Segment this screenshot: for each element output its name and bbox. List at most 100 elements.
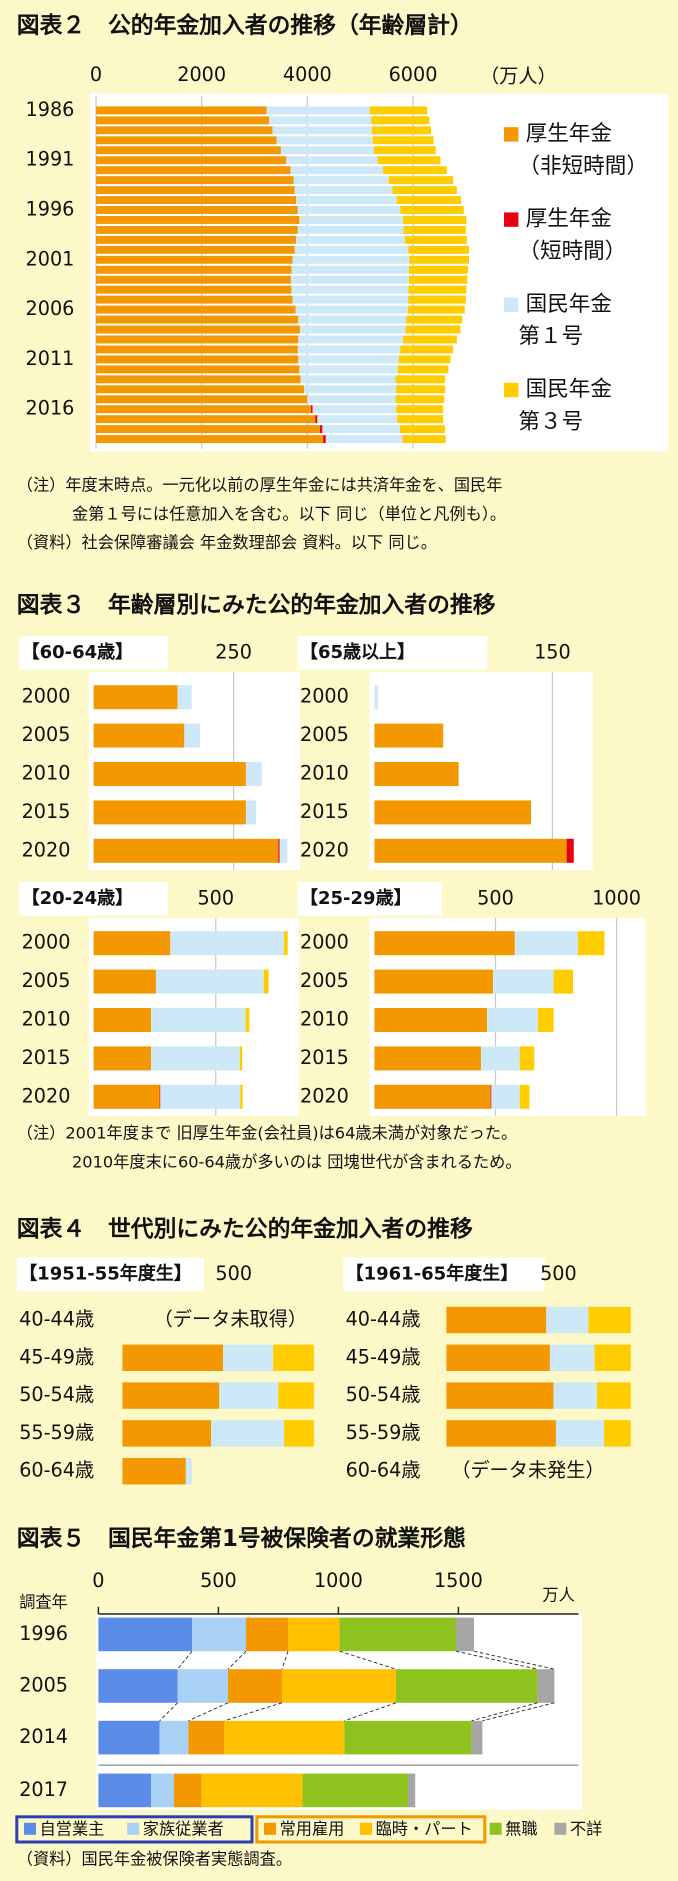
bar-segment [323, 435, 326, 444]
bar-segment [398, 355, 451, 364]
x-tick-label: 1500 [434, 1569, 483, 1592]
bar-segment [402, 435, 446, 444]
axis-title: 調査年 [19, 1593, 68, 1612]
category-label: 45-49歳 [346, 1345, 421, 1368]
bar-segment [374, 838, 567, 863]
bar-segment [96, 216, 300, 224]
bar-segment [397, 415, 444, 424]
category-label: 2000 [300, 685, 349, 708]
category-label: 2010 [300, 762, 349, 785]
x-tick-label: 6000 [389, 63, 438, 86]
bar-segment [409, 255, 470, 264]
category-label: 2000 [22, 931, 71, 954]
panel-label-box [343, 1257, 545, 1292]
category-label: 2011 [26, 347, 75, 370]
bar-segment [604, 1420, 631, 1447]
bar-segment [263, 969, 269, 994]
category-label: 40-44歳 [19, 1307, 94, 1330]
axis-unit: （万人） [480, 64, 557, 87]
bar-segment [298, 335, 403, 344]
bar-segment [311, 405, 313, 414]
bar-segment [155, 969, 264, 994]
bar-segment [519, 1084, 530, 1109]
bar-segment [296, 196, 397, 204]
panel-label: 【25-29歳】 [300, 888, 412, 909]
bar-segment [400, 206, 464, 214]
bar-segment [266, 106, 370, 115]
bar-segment [240, 1084, 243, 1109]
legend-swatch [127, 1822, 140, 1835]
bar-segment [372, 136, 434, 145]
bar-segment [307, 395, 396, 404]
bar-segment [374, 723, 444, 748]
bar-segment [279, 838, 288, 863]
bar-segment [282, 1669, 396, 1703]
category-label: 2015 [300, 1046, 349, 1069]
panel-label: 【1951-55年度生】 [19, 1262, 192, 1284]
bar-segment [493, 969, 554, 994]
bar-segment [537, 1669, 555, 1703]
note: （注）年度末時点。一元化以前の厚生年金には共済年金を、国民年 [17, 476, 503, 495]
bar-segment [519, 1046, 535, 1071]
panel-label-box [297, 636, 488, 670]
bar-segment [98, 1720, 160, 1755]
bar-segment [377, 156, 441, 165]
bar-segment [93, 969, 156, 994]
bar-segment [96, 106, 267, 115]
bar-segment [245, 762, 262, 786]
bar-segment [298, 355, 399, 364]
bar-segment [93, 1046, 152, 1071]
bar-segment [374, 762, 459, 786]
bar-segment [371, 116, 430, 125]
bar-segment [302, 1773, 408, 1808]
bar-segment [151, 1046, 240, 1071]
connector [281, 1651, 289, 1670]
connector [227, 1650, 247, 1670]
legend-label: 国民年金第３号 [518, 377, 612, 434]
bar-segment [396, 405, 444, 414]
legend-label: 常用雇用 [280, 1820, 345, 1839]
legend-swatch [489, 1822, 502, 1835]
note: （注）2001年度まで 旧厚生年金(会社員)は64歳未満が対象だった。 [17, 1124, 517, 1143]
category-label: 2001 [26, 247, 75, 270]
bar-segment [98, 1773, 152, 1808]
bar-segment [96, 186, 295, 195]
bar-segment [96, 425, 321, 434]
legend-label: 自営業主 [40, 1820, 105, 1839]
legend-swatch [264, 1822, 276, 1835]
bar-segment [278, 838, 280, 863]
bar-segment [151, 1008, 246, 1032]
bar-segment [219, 1382, 279, 1409]
bar-segment [291, 285, 409, 294]
bar-segment [549, 1344, 595, 1371]
category-label: 55-59歳 [19, 1421, 94, 1444]
chart-title: 図表２ 公的年金加入者の推移（年齢層計） [17, 12, 473, 39]
bar-segment [405, 325, 461, 334]
category-label: 2016 [26, 397, 75, 420]
bar-segment [245, 1008, 250, 1032]
legend-swatch [504, 297, 519, 312]
legend-label: 家族従業者 [143, 1820, 224, 1839]
bar-segment [96, 116, 270, 125]
category-label: 2010 [22, 1008, 71, 1031]
panel-label-box [297, 882, 442, 916]
bar-segment [320, 425, 323, 434]
bar-segment [246, 1617, 288, 1652]
bar-segment [297, 225, 404, 234]
x-tick-label: 500 [197, 886, 234, 909]
chart-title: 図表４ 世代別にみた公的年金加入者の推移 [17, 1216, 473, 1243]
bar-segment [299, 365, 398, 374]
bar-segment [315, 415, 318, 424]
bar-segment [278, 1382, 314, 1409]
bar-segment [312, 405, 397, 414]
legend-label: 臨時・パート [376, 1820, 473, 1839]
bar-segment [555, 1420, 605, 1447]
bar-segment [93, 931, 171, 956]
bar-segment [292, 255, 410, 264]
legend-swatch [24, 1822, 36, 1835]
panel-label-box [16, 1257, 204, 1292]
bar-segment [93, 685, 178, 710]
bar-segment [339, 1617, 456, 1652]
bar-segment [211, 1420, 285, 1447]
